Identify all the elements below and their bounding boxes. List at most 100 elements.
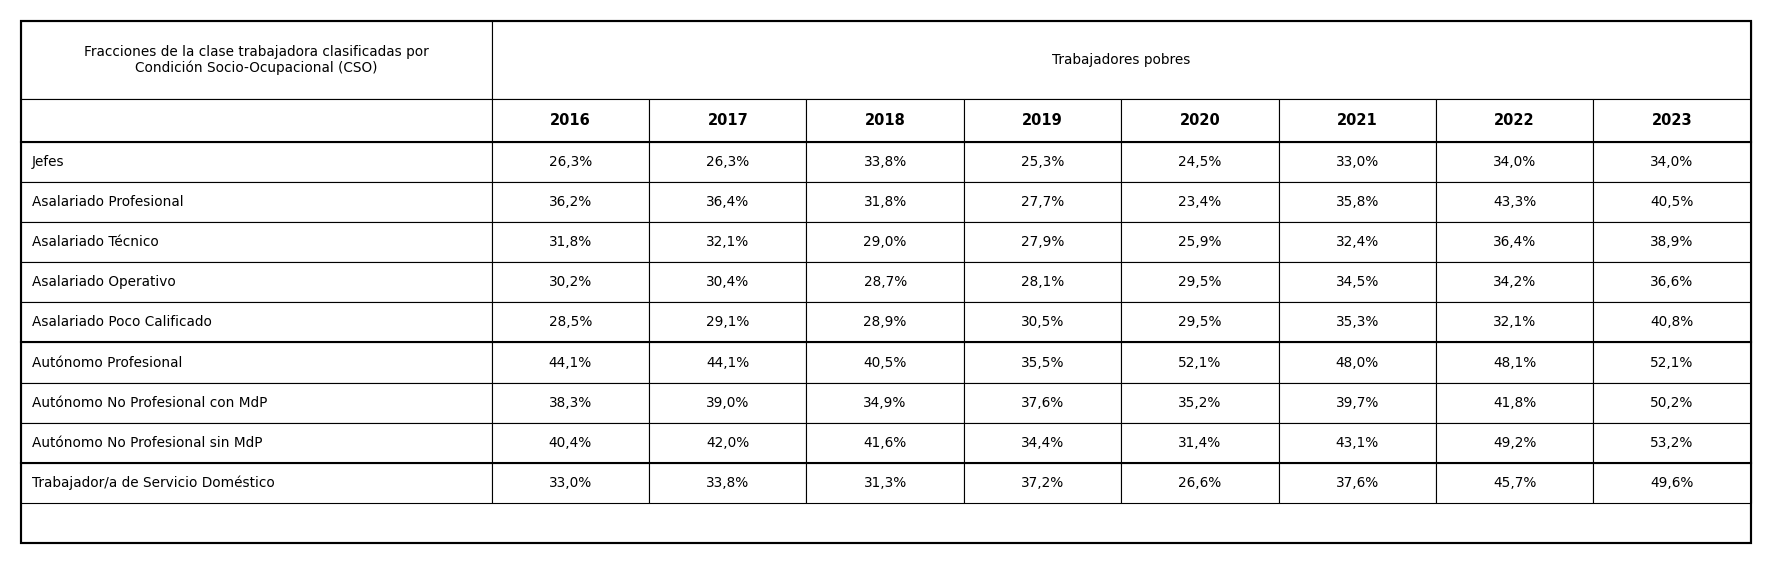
- Bar: [21, 463, 491, 503]
- Bar: [964, 302, 1122, 342]
- Bar: [1435, 302, 1593, 342]
- Bar: [1593, 342, 1751, 382]
- Text: 49,6%: 49,6%: [1650, 476, 1694, 490]
- Text: 27,9%: 27,9%: [1021, 235, 1065, 249]
- Text: 31,4%: 31,4%: [1178, 436, 1221, 450]
- Text: 45,7%: 45,7%: [1494, 476, 1536, 490]
- Text: 41,8%: 41,8%: [1494, 395, 1536, 409]
- Text: Fracciones de la clase trabajadora clasificadas por
Condición Socio-Ocupacional : Fracciones de la clase trabajadora clasi…: [83, 45, 429, 76]
- Bar: [1279, 463, 1435, 503]
- Text: 42,0%: 42,0%: [705, 436, 750, 450]
- Text: 28,5%: 28,5%: [549, 315, 592, 329]
- Bar: [491, 21, 1751, 99]
- Bar: [491, 382, 649, 422]
- Text: 48,1%: 48,1%: [1494, 355, 1536, 369]
- Bar: [1122, 463, 1279, 503]
- Text: 34,4%: 34,4%: [1021, 436, 1065, 450]
- Text: 40,5%: 40,5%: [863, 355, 907, 369]
- Text: 36,4%: 36,4%: [1494, 235, 1536, 249]
- Text: 24,5%: 24,5%: [1178, 155, 1221, 169]
- Text: 37,6%: 37,6%: [1021, 395, 1065, 409]
- Text: 44,1%: 44,1%: [549, 355, 592, 369]
- Text: 23,4%: 23,4%: [1178, 195, 1221, 209]
- Text: 29,5%: 29,5%: [1178, 315, 1221, 329]
- Text: 2022: 2022: [1494, 113, 1535, 127]
- Bar: [1435, 99, 1593, 142]
- Text: 36,4%: 36,4%: [705, 195, 750, 209]
- Bar: [1435, 422, 1593, 463]
- Bar: [806, 222, 964, 262]
- Bar: [1122, 342, 1279, 382]
- Bar: [21, 342, 491, 382]
- Bar: [1122, 142, 1279, 182]
- Bar: [649, 142, 806, 182]
- Text: 2020: 2020: [1180, 113, 1221, 127]
- Bar: [1435, 342, 1593, 382]
- Text: Autónomo No Profesional con MdP: Autónomo No Profesional con MdP: [32, 395, 268, 409]
- Text: 52,1%: 52,1%: [1178, 355, 1221, 369]
- Bar: [649, 99, 806, 142]
- Text: 36,2%: 36,2%: [549, 195, 592, 209]
- Text: 27,7%: 27,7%: [1021, 195, 1065, 209]
- Text: 28,9%: 28,9%: [863, 315, 907, 329]
- Text: 29,0%: 29,0%: [863, 235, 907, 249]
- Bar: [1435, 382, 1593, 422]
- Bar: [649, 463, 806, 503]
- Text: 2018: 2018: [865, 113, 905, 127]
- Bar: [964, 382, 1122, 422]
- Bar: [1122, 382, 1279, 422]
- Bar: [1435, 142, 1593, 182]
- Text: 29,5%: 29,5%: [1178, 275, 1221, 289]
- Bar: [1279, 302, 1435, 342]
- Text: 33,8%: 33,8%: [863, 155, 907, 169]
- Text: 2017: 2017: [707, 113, 748, 127]
- Text: 37,6%: 37,6%: [1336, 476, 1379, 490]
- Bar: [1279, 342, 1435, 382]
- Text: 48,0%: 48,0%: [1336, 355, 1379, 369]
- Bar: [1279, 99, 1435, 142]
- Text: 26,3%: 26,3%: [549, 155, 592, 169]
- Bar: [1122, 262, 1279, 302]
- Bar: [1279, 422, 1435, 463]
- Bar: [491, 302, 649, 342]
- Bar: [1435, 262, 1593, 302]
- Bar: [491, 463, 649, 503]
- Text: Autónomo Profesional: Autónomo Profesional: [32, 355, 183, 369]
- Text: 30,5%: 30,5%: [1021, 315, 1065, 329]
- Bar: [649, 262, 806, 302]
- Bar: [21, 99, 491, 142]
- Bar: [1122, 222, 1279, 262]
- Bar: [649, 182, 806, 222]
- Text: 26,6%: 26,6%: [1178, 476, 1221, 490]
- Bar: [806, 463, 964, 503]
- Bar: [1122, 99, 1279, 142]
- Bar: [1279, 382, 1435, 422]
- Bar: [964, 422, 1122, 463]
- Text: Asalariado Poco Calificado: Asalariado Poco Calificado: [32, 315, 213, 329]
- Bar: [21, 142, 491, 182]
- Bar: [806, 262, 964, 302]
- Bar: [806, 182, 964, 222]
- Text: 26,3%: 26,3%: [705, 155, 750, 169]
- Text: 32,1%: 32,1%: [1494, 315, 1536, 329]
- Text: 32,1%: 32,1%: [705, 235, 750, 249]
- Bar: [1593, 142, 1751, 182]
- Text: 52,1%: 52,1%: [1650, 355, 1694, 369]
- Bar: [806, 302, 964, 342]
- Text: 2019: 2019: [1022, 113, 1063, 127]
- Text: 31,8%: 31,8%: [863, 195, 907, 209]
- Bar: [964, 182, 1122, 222]
- Text: 34,2%: 34,2%: [1494, 275, 1536, 289]
- Text: 35,5%: 35,5%: [1021, 355, 1065, 369]
- Text: 2021: 2021: [1336, 113, 1377, 127]
- Bar: [649, 222, 806, 262]
- Text: Asalariado Técnico: Asalariado Técnico: [32, 235, 159, 249]
- Text: Trabajadores pobres: Trabajadores pobres: [1053, 53, 1191, 67]
- Text: 49,2%: 49,2%: [1494, 436, 1536, 450]
- Bar: [1435, 463, 1593, 503]
- Bar: [964, 463, 1122, 503]
- Bar: [1593, 262, 1751, 302]
- Text: 34,5%: 34,5%: [1336, 275, 1379, 289]
- Bar: [806, 382, 964, 422]
- Bar: [964, 99, 1122, 142]
